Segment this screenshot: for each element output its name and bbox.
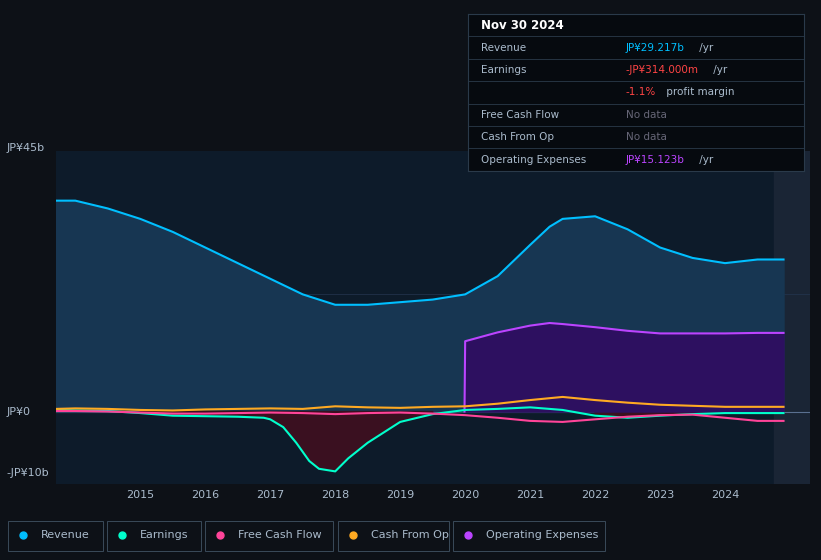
Text: JP¥15.123b: JP¥15.123b — [626, 155, 685, 165]
Text: Free Cash Flow: Free Cash Flow — [238, 530, 322, 540]
Text: Revenue: Revenue — [41, 530, 89, 540]
Text: Operating Expenses: Operating Expenses — [486, 530, 599, 540]
Text: JP¥0: JP¥0 — [7, 407, 30, 417]
Text: /yr: /yr — [696, 43, 713, 53]
Text: Cash From Op: Cash From Op — [371, 530, 449, 540]
Text: profit margin: profit margin — [663, 87, 734, 97]
Text: JP¥45b: JP¥45b — [7, 143, 44, 153]
Text: Nov 30 2024: Nov 30 2024 — [481, 18, 564, 32]
Text: /yr: /yr — [696, 155, 713, 165]
Text: Earnings: Earnings — [481, 65, 527, 75]
Text: No data: No data — [626, 132, 667, 142]
Text: Cash From Op: Cash From Op — [481, 132, 554, 142]
Text: Earnings: Earnings — [140, 530, 188, 540]
Text: -JP¥10b: -JP¥10b — [7, 468, 49, 478]
Text: JP¥29.217b: JP¥29.217b — [626, 43, 685, 53]
Text: Revenue: Revenue — [481, 43, 526, 53]
Text: No data: No data — [626, 110, 667, 120]
Text: /yr: /yr — [709, 65, 727, 75]
Text: Operating Expenses: Operating Expenses — [481, 155, 587, 165]
Bar — [773, 151, 810, 484]
Text: -1.1%: -1.1% — [626, 87, 656, 97]
Text: -JP¥314.000m: -JP¥314.000m — [626, 65, 699, 75]
Text: Free Cash Flow: Free Cash Flow — [481, 110, 560, 120]
